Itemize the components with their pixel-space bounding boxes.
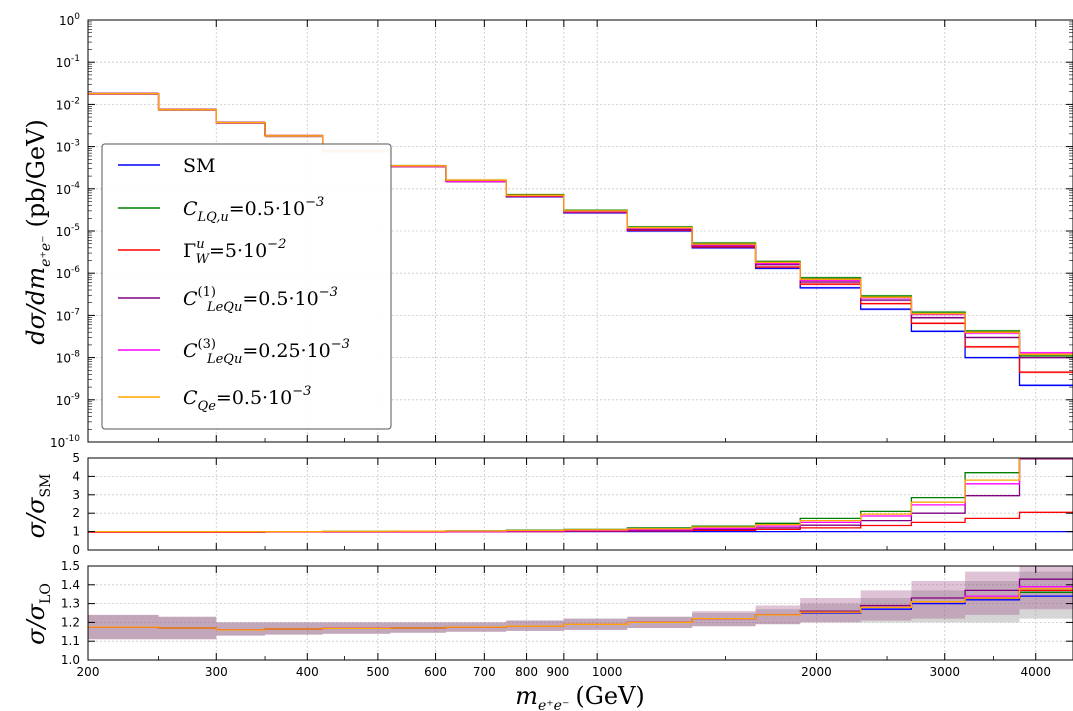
x-tick-label: 500: [366, 665, 389, 679]
legend-label: CLQ,u=0.5·10−3: [183, 195, 324, 225]
rlo-band: [88, 566, 1073, 640]
x-tick-label: 800: [515, 665, 538, 679]
main-series-line: [88, 92, 1073, 355]
rlo-ytick-label: 1.1: [61, 634, 80, 648]
x-tick-label: 4000: [1020, 665, 1051, 679]
main-ytick-label: 10-2: [56, 96, 80, 112]
rsm-series-group: [88, 458, 1073, 533]
x-tick-label: 600: [424, 665, 447, 679]
y-axis-label-ratio-lo: σ/σLO: [22, 583, 54, 645]
rsm-ytick-label: 3: [72, 488, 80, 502]
x-tick-label: 900: [546, 665, 569, 679]
rsm-ytick-label: 1: [72, 525, 80, 539]
ratio-lo-panel: 1.0 1.1 1.2 1.3 1.4 1.5 200 300 400 500 600 700 800 9…: [61, 559, 1073, 679]
rlo-series-line: [88, 587, 1073, 631]
y-axis-label-main: dσ/dme⁺e⁻(pb/GeV): [22, 119, 54, 345]
axis-labels: me⁺e⁻ (GeV) dσ/dme⁺e⁻(pb/GeV) σ/σSM σ/σLO: [22, 119, 645, 711]
rlo-ytick-label: 1.0: [61, 653, 80, 667]
legend-label: CQe=0.5·10−3: [183, 384, 311, 414]
main-ytick-label: 10-5: [56, 223, 80, 239]
main-ytick-label: 10-10: [50, 434, 80, 450]
legend-label: Γu W=5·10−2: [183, 237, 286, 267]
main-series-group: [88, 92, 1073, 387]
main-ytick-label: 10-4: [56, 181, 81, 197]
rsm-series-line: [88, 458, 1073, 533]
ratio-sm-panel: 0 1 2 3 4 5: [72, 451, 1073, 557]
x-tick-label: 3000: [929, 665, 960, 679]
rlo-ytick-label: 1.3: [61, 597, 80, 611]
main-ytick-label: 100: [59, 12, 80, 28]
rsm-frame: [87, 457, 1073, 551]
x-tick-label: 400: [296, 665, 319, 679]
rlo-series-group: [88, 566, 1073, 640]
main-ytick-label: 10-6: [56, 265, 81, 281]
rsm-series-line: [88, 458, 1073, 533]
main-ytick-label: 10-7: [56, 307, 80, 323]
rsm-ytick-label: 2: [72, 506, 80, 520]
legend-label: SM: [183, 155, 215, 177]
x-tick-label: 1000: [592, 665, 623, 679]
rlo-ytick-label: 1.4: [61, 578, 80, 592]
rsm-ytick-label: 4: [72, 469, 80, 483]
x-axis-label: me⁺e⁻ (GeV): [515, 682, 645, 711]
x-tick-label: 200: [77, 665, 100, 679]
main-ytick-label: 10-1: [56, 54, 80, 70]
legend-label: C(1) LeQu=0.5·10−3: [183, 285, 338, 315]
legend: SM CLQ,u=0.5·10−3 Γu W=5·10−2 C(1) LeQu=0.5·1…: [101, 143, 392, 430]
rlo-frame: [87, 565, 1073, 661]
rlo-ytick-label: 1.2: [61, 615, 80, 629]
rlo-ytick-label: 1.5: [61, 559, 80, 573]
main-ytick-label: 10-3: [56, 139, 80, 155]
y-axis-label-ratio-sm: σ/σSM: [22, 474, 54, 539]
main-ytick-label: 10-8: [56, 350, 81, 366]
x-tick-label: 300: [205, 665, 228, 679]
rsm-ytick-label: 5: [72, 451, 80, 465]
rlo-band: [88, 571, 1073, 640]
rsm-ytick-label: 0: [72, 543, 80, 557]
x-tick-label: 700: [473, 665, 496, 679]
main-ytick-label: 10-9: [56, 392, 81, 408]
legend-label: C(3) LeQu=0.25·10−3: [183, 337, 350, 367]
x-tick-label: 2000: [801, 665, 832, 679]
legend-box: [101, 143, 392, 430]
